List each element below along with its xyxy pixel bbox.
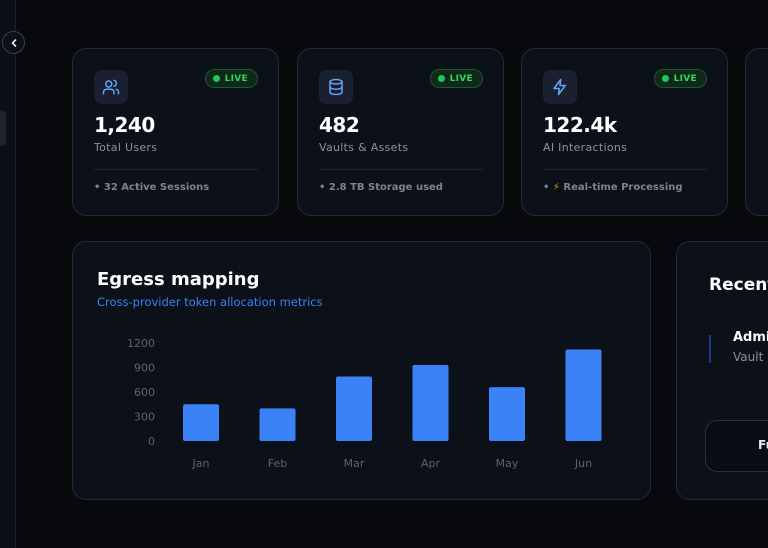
stat-card-users: LIVE 1,240 Total Users • 32 Active Sessi…: [72, 48, 279, 216]
stat-value: 1,240: [94, 113, 155, 137]
recent-action-button[interactable]: Fu: [705, 420, 768, 472]
live-badge-label: LIVE: [224, 73, 248, 84]
stat-card-partial: [745, 48, 768, 216]
bolt-icon: ⚡: [552, 182, 560, 193]
recent-title: Recent: [709, 275, 768, 295]
divider: [319, 169, 483, 170]
x-tick-label: Jun: [574, 457, 592, 470]
y-tick-label: 900: [134, 362, 155, 375]
y-tick-label: 1200: [127, 337, 155, 350]
chevron-left-icon: [11, 38, 16, 47]
x-tick-label: Jan: [192, 457, 210, 470]
stat-label: Vaults & Assets: [319, 141, 409, 154]
stat-label: AI Interactions: [543, 141, 628, 154]
stat-value: 482: [319, 113, 360, 137]
x-tick-label: May: [496, 457, 519, 470]
chart-panel: Egress mapping Cross-provider token allo…: [72, 241, 651, 500]
bar-jan[interactable]: [183, 404, 219, 441]
bar-mar[interactable]: [336, 376, 372, 441]
recent-item-title: Admi: [733, 330, 768, 345]
users-icon: [94, 70, 128, 104]
live-badge-label: LIVE: [449, 73, 473, 84]
footer-bullet: •: [543, 182, 553, 193]
recent-action-label: Fu: [758, 438, 768, 452]
bar-jun[interactable]: [565, 349, 602, 441]
live-badge-label: LIVE: [673, 73, 697, 84]
database-icon: [319, 70, 353, 104]
recent-item-subtitle: Vault: [733, 350, 764, 364]
live-badge: LIVE: [204, 69, 258, 88]
live-badge: LIVE: [429, 69, 483, 88]
recent-panel: Recent Admi Vault Fu: [676, 241, 768, 500]
chart-title: Egress mapping: [97, 269, 260, 290]
stat-label: Total Users: [94, 141, 158, 154]
y-tick-label: 300: [134, 411, 155, 424]
stat-card-ai: LIVE 122.4k AI Interactions • ⚡ Real-tim…: [521, 48, 728, 216]
stat-footer: • 2.8 TB Storage used: [319, 182, 443, 193]
recent-item-accent: [709, 335, 711, 363]
bar-chart: 1200 900 600 300 0 Jan Feb Mar Apr May Jun: [127, 337, 602, 470]
live-dot-icon: [437, 75, 445, 82]
bar-feb[interactable]: [259, 408, 296, 441]
x-tick-label: Apr: [421, 457, 441, 470]
bar-apr[interactable]: [412, 365, 449, 441]
sidebar-active-tab[interactable]: [0, 110, 6, 146]
live-badge: LIVE: [653, 69, 707, 88]
zap-icon: [543, 70, 577, 104]
live-dot-icon: [212, 75, 220, 82]
y-tick-label: 600: [134, 386, 155, 399]
divider: [94, 169, 258, 170]
stat-footer: • 32 Active Sessions: [94, 182, 210, 193]
stat-value: 122.4k: [543, 113, 617, 137]
collapse-sidebar-button[interactable]: [2, 31, 25, 54]
stat-card-vaults: LIVE 482 Vaults & Assets • 2.8 TB Storag…: [297, 48, 504, 216]
divider: [543, 169, 707, 170]
footer-text: Real-time Processing: [559, 182, 683, 193]
chart-subtitle: Cross-provider token allocation metrics: [97, 295, 323, 309]
stat-footer: • ⚡ Real-time Processing: [543, 182, 683, 193]
y-tick-label: 0: [148, 435, 155, 448]
bar-may[interactable]: [489, 387, 525, 441]
sidebar: [0, 0, 16, 548]
x-tick-label: Feb: [268, 457, 287, 470]
x-tick-label: Mar: [344, 457, 365, 470]
live-dot-icon: [661, 75, 669, 82]
